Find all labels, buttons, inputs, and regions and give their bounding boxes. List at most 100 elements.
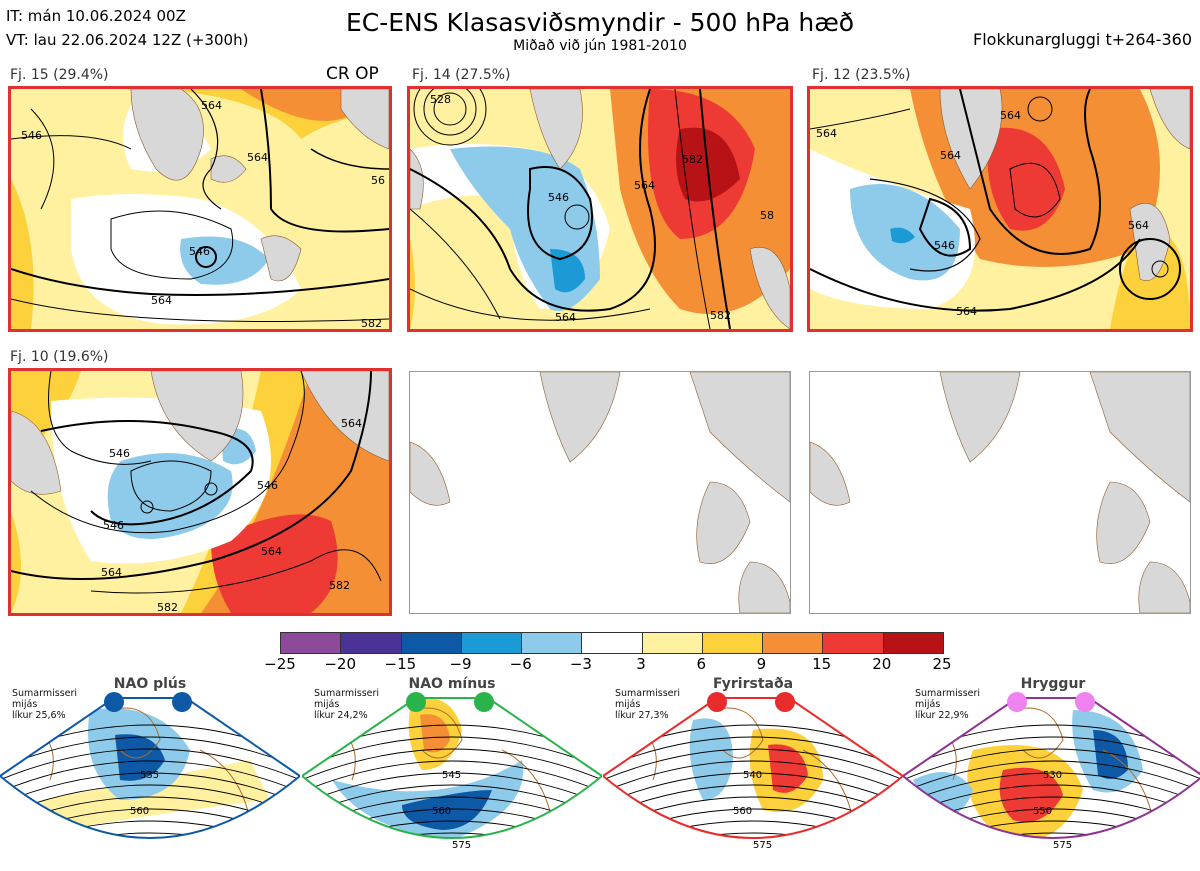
regime-contour-label: 575 bbox=[753, 840, 772, 851]
initial-time: IT: mán 10.06.2024 00Z bbox=[6, 7, 186, 25]
regime-dot bbox=[775, 692, 795, 712]
regime-sector-map: 545 560 575 bbox=[302, 697, 602, 851]
colorbar-tick: −20 bbox=[324, 655, 356, 673]
contour-label: 564 bbox=[201, 99, 222, 112]
colorbar-tick: −3 bbox=[569, 655, 592, 673]
regime-description: Sumarmisseri mijás líkur 24,2% bbox=[314, 688, 379, 721]
colorbar bbox=[280, 632, 944, 654]
panel-2-label: Fj. 14 (27.5%) bbox=[412, 67, 511, 83]
colorbar-tick: 6 bbox=[696, 655, 707, 673]
regime-description: Sumarmisseri mijás líkur 25,6% bbox=[12, 688, 77, 721]
contour-label: 564 bbox=[956, 305, 977, 318]
regime-description-line: Sumarmisseri bbox=[12, 688, 78, 699]
colorbar-segment bbox=[701, 633, 763, 653]
contour-label: 582 bbox=[710, 309, 731, 322]
regime-contour-label: 550 bbox=[1033, 806, 1052, 817]
regime-contour-label: 575 bbox=[452, 840, 471, 851]
regime-contour-label: 560 bbox=[432, 806, 451, 817]
regime-description-line: líkur 25,6% bbox=[12, 710, 66, 721]
colorbar-segment bbox=[581, 633, 642, 653]
regime-description: Sumarmisseri mijás líkur 22,9% bbox=[915, 688, 980, 721]
contour-label: 546 bbox=[21, 129, 42, 142]
regime-dot bbox=[707, 692, 727, 712]
colorbar-tick: −9 bbox=[449, 655, 472, 673]
contour-label: 564 bbox=[816, 127, 837, 140]
colorbar-tick: 25 bbox=[932, 655, 952, 673]
regime-contour-label: 545 bbox=[442, 770, 461, 781]
contour-label: 564 bbox=[101, 566, 122, 579]
colorbar-segment bbox=[400, 633, 461, 653]
cluster-map-2: 528 546 564 564 582 582 58 bbox=[407, 86, 793, 332]
regime-dot bbox=[172, 692, 192, 712]
regime-description-line: líkur 22,9% bbox=[915, 710, 969, 721]
regime-description-line: Sumarmisseri bbox=[615, 688, 681, 699]
regime-description-line: mijás bbox=[12, 699, 38, 710]
contour-label: 564 bbox=[1128, 219, 1149, 232]
colorbar-tick: 3 bbox=[636, 655, 646, 673]
regime-contour-label: 540 bbox=[743, 770, 762, 781]
regime-description-line: líkur 24,2% bbox=[314, 710, 368, 721]
regime-name: NAO mínus bbox=[408, 676, 496, 692]
contour-label: 564 bbox=[1000, 109, 1021, 122]
regime-contour-label: 560 bbox=[733, 806, 752, 817]
contour-label: 582 bbox=[157, 601, 178, 613]
contour-label: 546 bbox=[189, 245, 210, 258]
regime-dot bbox=[1075, 692, 1095, 712]
contour-label: 564 bbox=[634, 179, 655, 192]
page-title: EC-ENS Klasasviðsmyndir - 500 hPa hæð bbox=[345, 8, 855, 37]
cluster-map-4: 546 546 546 564 564 564 582 582 bbox=[8, 368, 392, 616]
contour-label: 564 bbox=[555, 311, 576, 324]
panel-1-tag: CR OP bbox=[326, 64, 379, 84]
panel-4-label: Fj. 10 (19.6%) bbox=[10, 349, 109, 365]
regime-sector-map: 540 560 575 bbox=[603, 697, 903, 851]
contour-label: 56 bbox=[371, 174, 385, 187]
colorbar-segment bbox=[822, 633, 883, 653]
regime-description-line: líkur 27,3% bbox=[615, 710, 669, 721]
empty-map-5 bbox=[409, 371, 791, 614]
regime-name: Hryggur bbox=[1020, 676, 1086, 692]
contour-label: 528 bbox=[430, 93, 451, 106]
regime-description-line: mijás bbox=[314, 699, 340, 710]
regime-contour-label: 560 bbox=[130, 806, 149, 817]
classification-window: Flokkunargluggi t+264-360 bbox=[973, 30, 1192, 49]
regime-dot bbox=[104, 692, 124, 712]
regime-contour-label: 575 bbox=[1053, 840, 1072, 851]
regime-description-line: Sumarmisseri bbox=[915, 688, 981, 699]
contour-label: 564 bbox=[341, 417, 362, 430]
panel-3-label: Fj. 12 (23.5%) bbox=[812, 67, 911, 83]
colorbar-segment bbox=[641, 633, 702, 653]
contour-label: 546 bbox=[109, 447, 130, 460]
regime-sector-map: 530 550 575 bbox=[903, 697, 1200, 851]
contour-label: 564 bbox=[261, 545, 282, 558]
regime-dot bbox=[406, 692, 426, 712]
contour-label: 564 bbox=[247, 151, 268, 164]
regime-dot bbox=[474, 692, 494, 712]
colorbar-tick: 20 bbox=[872, 655, 892, 673]
colorbar-segment bbox=[281, 633, 341, 653]
contour-label: 58 bbox=[760, 209, 774, 222]
contour-label: 546 bbox=[548, 191, 569, 204]
colorbar-tick: −6 bbox=[509, 655, 532, 673]
contour-label: 564 bbox=[151, 294, 172, 307]
contour-label: 546 bbox=[257, 479, 278, 492]
contour-label: 582 bbox=[682, 153, 703, 166]
colorbar-tick: 15 bbox=[812, 655, 832, 673]
regime-description-line: mijás bbox=[615, 699, 641, 710]
colorbar-segment bbox=[340, 633, 401, 653]
regime-dot bbox=[1007, 692, 1027, 712]
colorbar-tick: −15 bbox=[384, 655, 417, 673]
cluster-map-1: 546 546 564 564 564 56 582 bbox=[8, 86, 392, 332]
contour-label: 582 bbox=[329, 579, 350, 592]
colorbar-segment bbox=[882, 633, 943, 653]
contour-label: 582 bbox=[361, 317, 382, 329]
contour-label: 546 bbox=[934, 239, 955, 252]
regime-description-line: Sumarmisseri bbox=[314, 688, 380, 699]
regime-description-line: mijás bbox=[915, 699, 941, 710]
regime-contour-label: 530 bbox=[1043, 770, 1062, 781]
valid-time: VT: lau 22.06.2024 12Z (+300h) bbox=[6, 31, 249, 49]
colorbar-segment bbox=[762, 633, 823, 653]
colorbar-tick: 9 bbox=[756, 655, 767, 673]
contour-label: 546 bbox=[103, 519, 124, 532]
colorbar-segment bbox=[521, 633, 582, 653]
page-subtitle: Miðað við jún 1981-2010 bbox=[513, 38, 687, 54]
